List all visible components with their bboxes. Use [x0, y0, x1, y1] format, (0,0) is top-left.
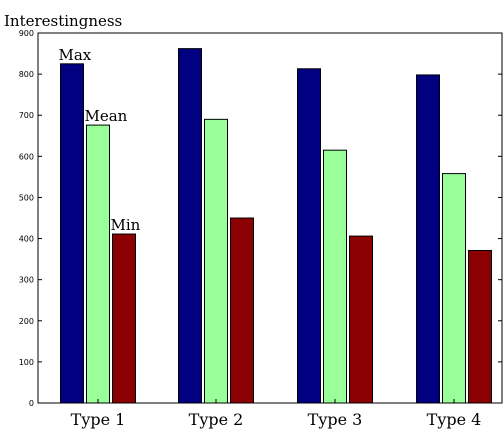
- plot-area: [37, 32, 503, 404]
- bar-min-type-3: [349, 235, 373, 404]
- bar-min-type-4: [468, 249, 492, 404]
- x-category-label: Type 4: [427, 410, 482, 429]
- annotation-mean: Mean: [85, 107, 128, 125]
- bar-max-type-1: [60, 63, 84, 404]
- y-tick-label: 400: [19, 235, 34, 244]
- y-tick-label: 200: [19, 317, 34, 326]
- chart-title: Interestingness: [4, 12, 122, 30]
- bar-max-type-4: [416, 74, 440, 404]
- y-tick-label: 700: [19, 111, 34, 120]
- bar-max-type-3: [297, 68, 321, 404]
- annotation-max: Max: [59, 46, 92, 64]
- x-category-label: Type 3: [308, 410, 363, 429]
- annotation-min: Min: [111, 216, 141, 234]
- annotations: Max Mean Min: [59, 46, 141, 234]
- bar-max-type-2: [178, 48, 202, 404]
- y-tick-label: 0: [29, 399, 34, 408]
- y-tick-label: 600: [19, 152, 34, 161]
- bar-mean-type-1: [86, 124, 110, 404]
- x-category-label: Type 1: [71, 410, 126, 429]
- y-tick-label: 100: [19, 358, 34, 367]
- y-tick-label: 300: [19, 276, 34, 285]
- y-tick-label: 900: [19, 29, 34, 38]
- bar-mean-type-2: [204, 118, 228, 404]
- y-axis: 0 100 200 300 400 500 600 700 800 900: [19, 29, 502, 408]
- bar-min-type-1: [112, 233, 136, 404]
- bars: [60, 48, 492, 404]
- bar-mean-type-3: [323, 149, 347, 404]
- x-category-label: Type 2: [189, 410, 244, 429]
- bar-mean-type-4: [442, 173, 466, 404]
- y-tick-label: 500: [19, 193, 34, 202]
- x-axis: Type 1 Type 2 Type 3 Type 4: [71, 399, 482, 429]
- y-tick-label: 800: [19, 70, 34, 79]
- bar-min-type-2: [230, 217, 254, 404]
